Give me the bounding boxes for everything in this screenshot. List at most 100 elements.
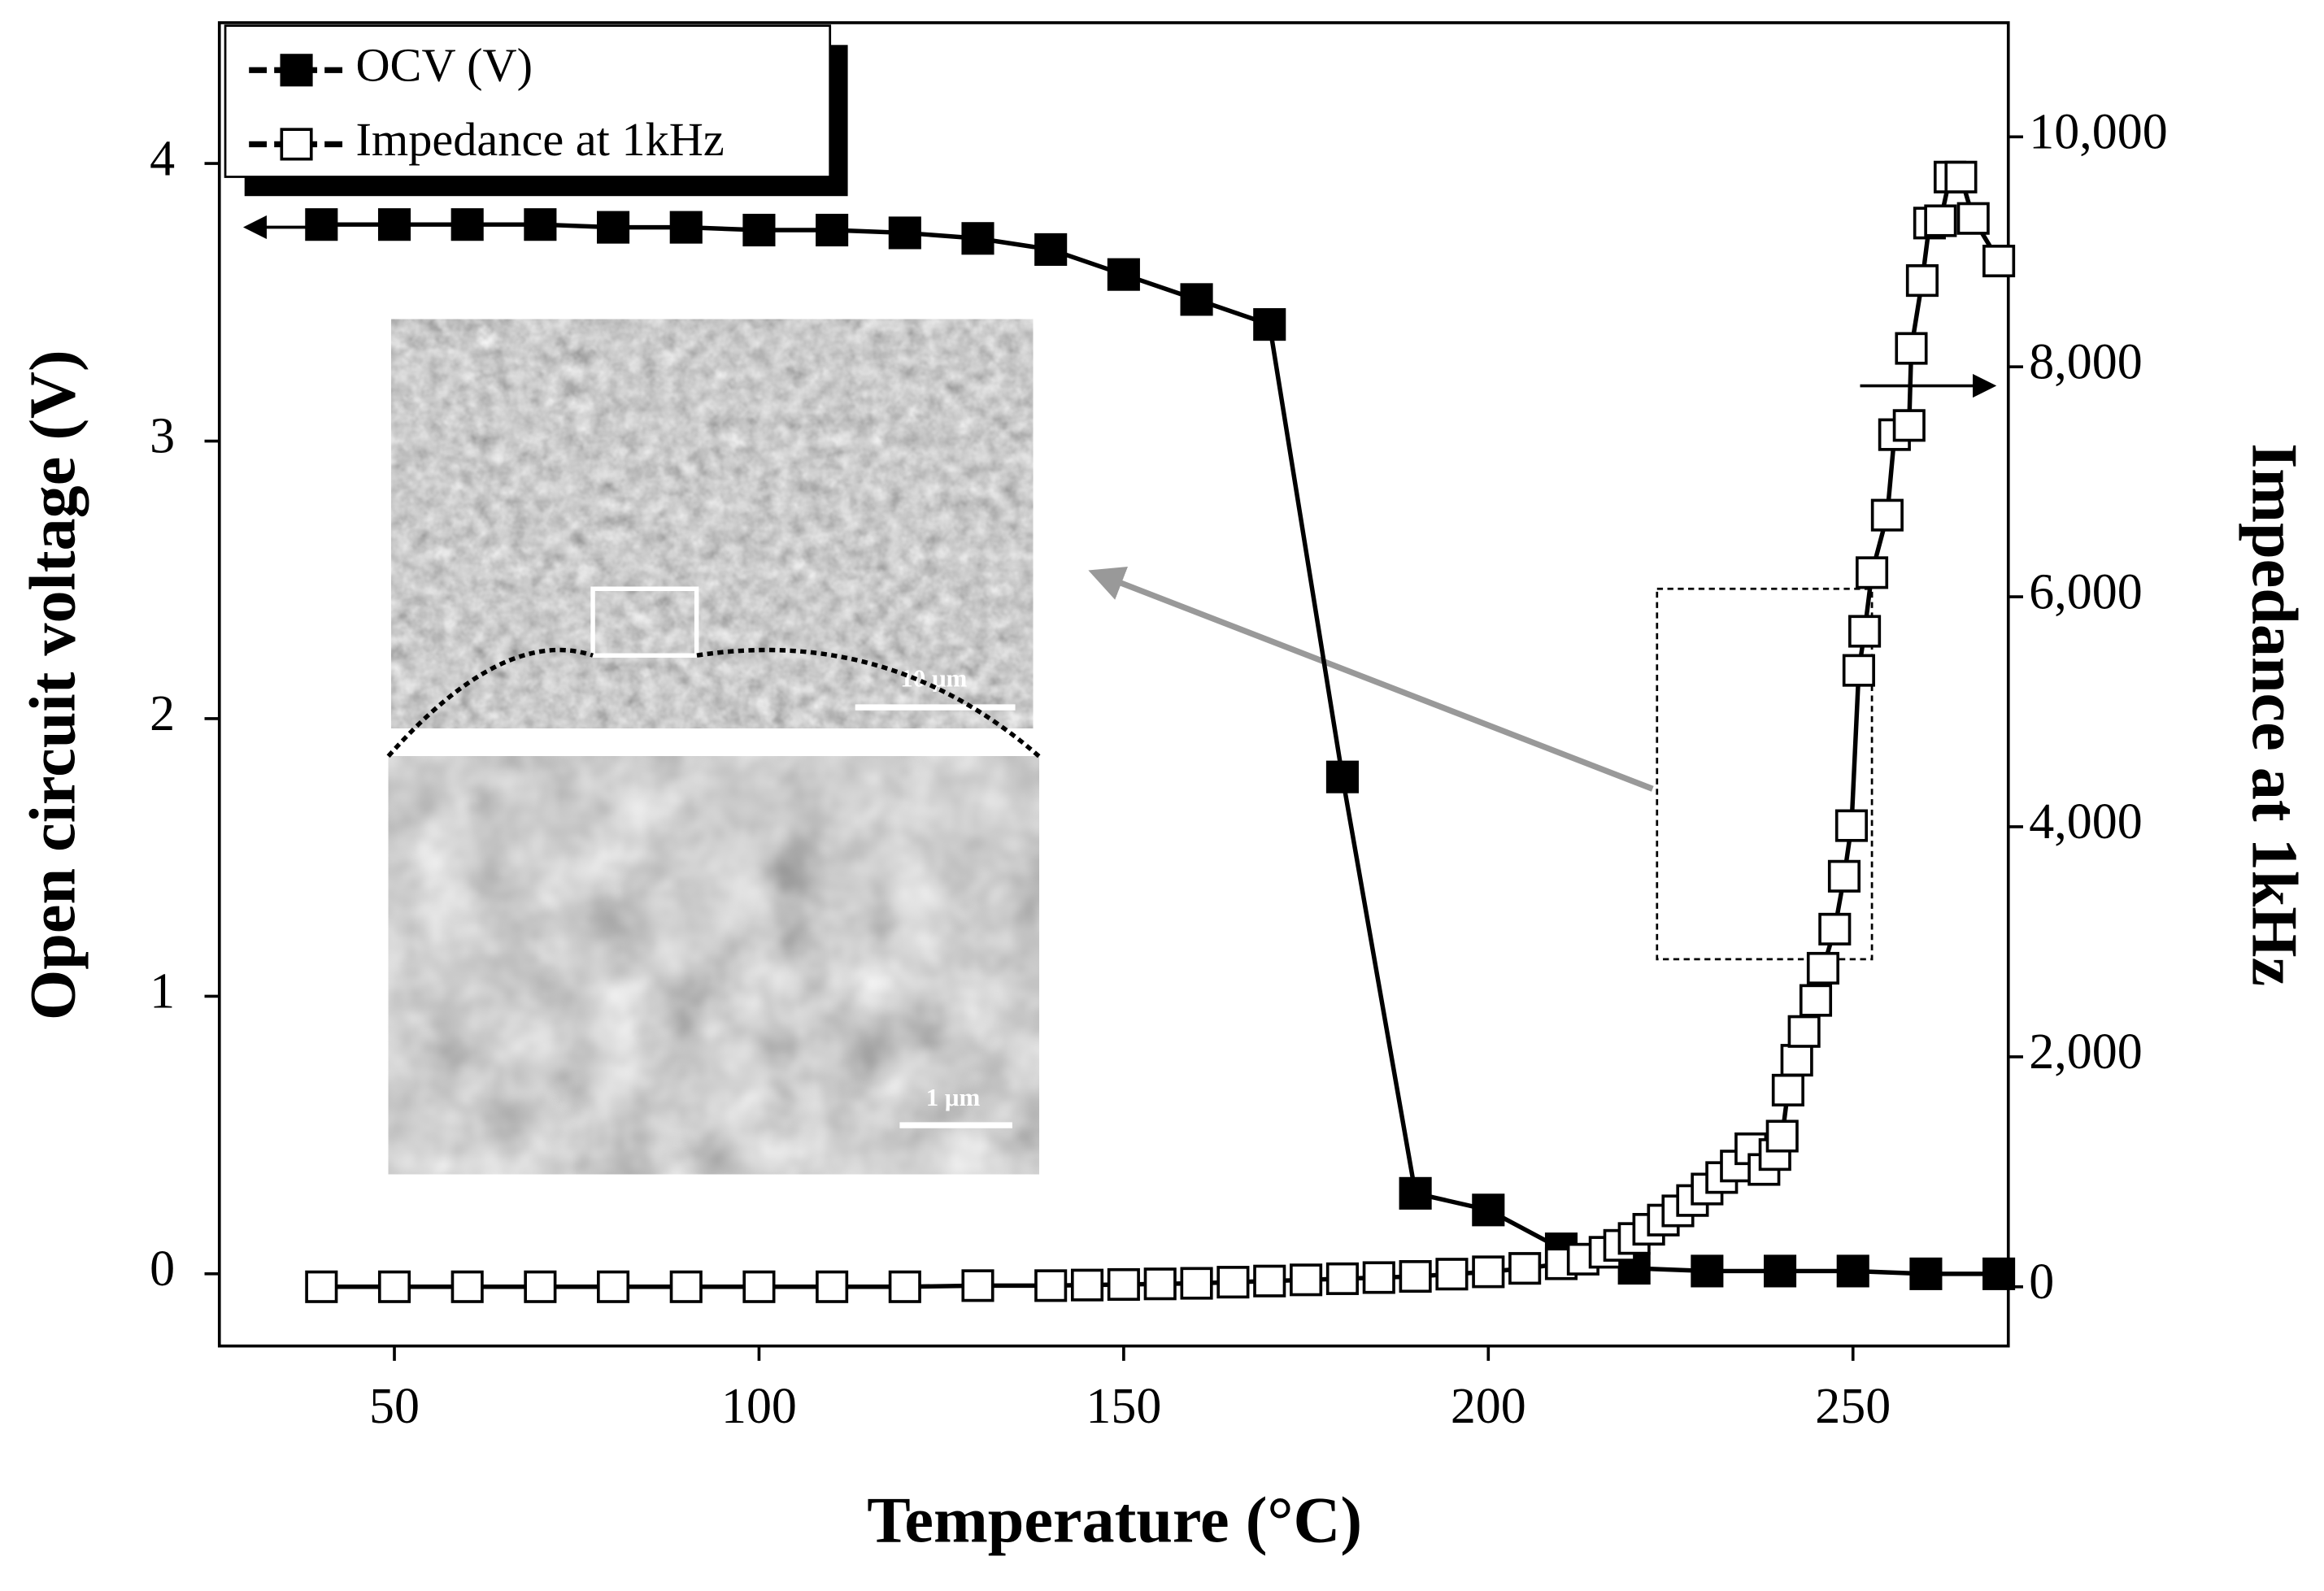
marker: [305, 1270, 338, 1303]
marker: [1180, 283, 1213, 316]
marker: [1982, 244, 2016, 278]
scale-label: 1 μm: [926, 1083, 981, 1111]
marker: [1765, 1119, 1799, 1153]
sem-image: [391, 319, 1034, 728]
marker: [1763, 1254, 1797, 1288]
marker: [1909, 1257, 1943, 1290]
y-tick-label: 3: [150, 409, 175, 464]
marker: [524, 208, 557, 241]
marker: [1842, 654, 1875, 687]
x-tick-label: 50: [369, 1379, 420, 1434]
y2-tick-label: 6,000: [2029, 564, 2142, 619]
highlight-box: [1656, 587, 1874, 961]
marker: [1806, 951, 1840, 985]
y2-axis-title: Impedance at 1kHz: [2238, 443, 2309, 986]
legend-marker: [280, 54, 313, 87]
marker: [1924, 204, 1957, 237]
marker: [1399, 1260, 1432, 1293]
y-tick-label: 2: [150, 686, 175, 741]
marker: [1787, 1015, 1821, 1048]
marker: [1508, 1252, 1542, 1285]
marker: [1799, 984, 1833, 1017]
marker: [1472, 1193, 1505, 1227]
marker: [377, 208, 411, 241]
marker: [742, 1270, 776, 1303]
x-axis-title: Temperature (°C): [867, 1484, 1362, 1556]
y2-tick-label: 8,000: [2029, 334, 2142, 389]
y2-tick-label: 4,000: [2029, 794, 2142, 850]
x-tick-label: 100: [721, 1379, 797, 1434]
pointer-arrow: [1088, 566, 1654, 792]
marker: [1399, 1176, 1432, 1210]
marker: [1982, 1257, 2016, 1290]
marker: [816, 213, 849, 247]
y2-tick-label: 10,000: [2029, 104, 2167, 159]
marker: [1107, 258, 1140, 291]
marker: [1944, 160, 1978, 193]
legend-items: OCV (V) Impedance at 1kHz: [249, 39, 725, 166]
marker: [1034, 233, 1068, 266]
marker: [305, 208, 338, 241]
marker: [1956, 202, 1990, 235]
marker: [669, 1270, 703, 1303]
marker: [1435, 1258, 1469, 1291]
marker: [1691, 1254, 1724, 1288]
marker: [1818, 912, 1852, 945]
sem-image-zoom: [385, 753, 1042, 1177]
marker: [450, 1270, 484, 1303]
marker: [888, 1270, 921, 1303]
legend-label: Impedance at 1kHz: [355, 113, 724, 166]
marker: [1848, 615, 1882, 648]
marker: [816, 1270, 849, 1303]
marker: [1107, 1267, 1140, 1302]
marker: [597, 211, 630, 244]
zoom-connector: [386, 647, 1041, 759]
marker: [1325, 760, 1359, 793]
marker: [1253, 308, 1286, 341]
y-tick-label: 0: [150, 1241, 175, 1297]
marker: [1362, 1261, 1395, 1294]
x-tick-label: 200: [1451, 1379, 1526, 1434]
marker: [888, 216, 921, 250]
y-tick-label: 4: [150, 131, 175, 186]
legend-label: OCV (V): [355, 39, 533, 92]
x-tick-label: 150: [1086, 1379, 1161, 1434]
marker: [669, 211, 703, 244]
marker: [524, 1270, 557, 1303]
y2-tick-label: 2,000: [2029, 1024, 2142, 1080]
marker: [1905, 264, 1939, 298]
marker: [450, 208, 484, 241]
marker: [1895, 332, 1928, 365]
plot-frame: [217, 21, 2010, 1348]
marker: [1836, 1254, 1869, 1288]
marker: [1143, 1267, 1177, 1301]
legend: [224, 24, 832, 178]
marker: [1834, 809, 1868, 842]
legend-marker: [280, 128, 313, 161]
marker: [961, 1269, 994, 1302]
marker: [1290, 1263, 1323, 1297]
y-axis-title: Open circuit voltage (V): [17, 350, 89, 1020]
marker: [1780, 1044, 1813, 1077]
marker: [1253, 1264, 1286, 1298]
marker: [742, 213, 776, 247]
marker: [1216, 1266, 1250, 1299]
marker: [1856, 556, 1889, 589]
marker: [597, 1270, 630, 1303]
marker: [1870, 498, 1904, 532]
marker: [1472, 1255, 1505, 1289]
marker: [1827, 859, 1861, 893]
marker: [1325, 1262, 1359, 1295]
marker: [1180, 1267, 1213, 1300]
marker: [377, 1270, 411, 1303]
zoom-box: [590, 586, 699, 658]
x-tick-label: 250: [1815, 1379, 1891, 1434]
marker: [1034, 1269, 1068, 1302]
y2-tick-label: 0: [2029, 1254, 2054, 1310]
marker: [1070, 1268, 1104, 1302]
y-tick-label: 1: [150, 964, 175, 1019]
marker: [1892, 409, 1926, 442]
marker: [1771, 1073, 1804, 1106]
